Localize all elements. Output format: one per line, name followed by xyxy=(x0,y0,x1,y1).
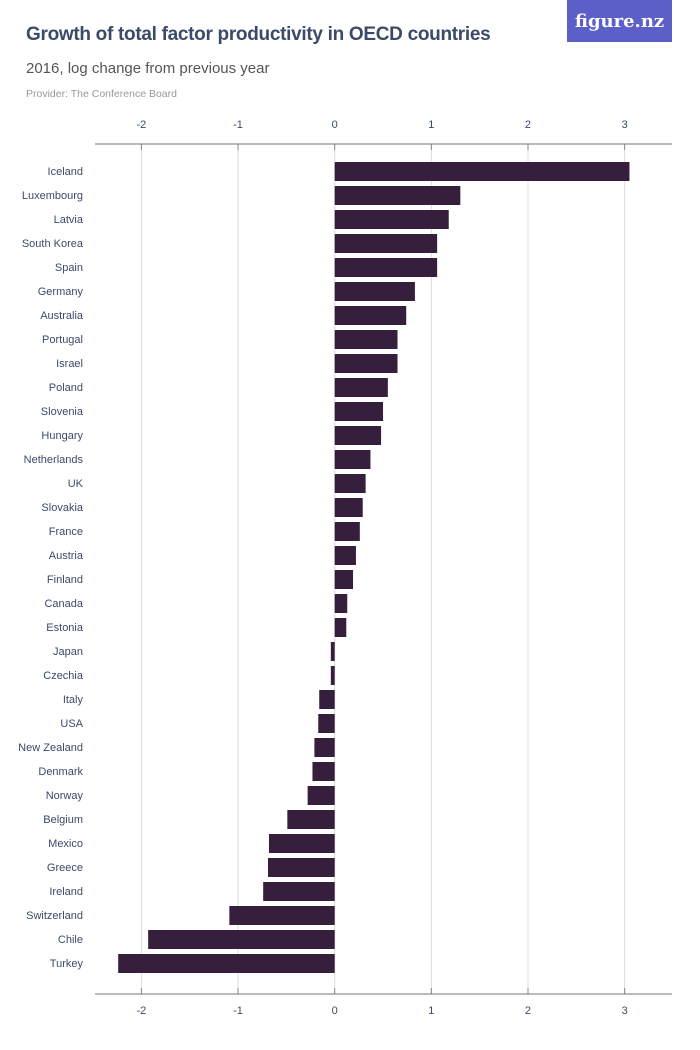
bar-iceland xyxy=(334,162,630,181)
x-tick-label-top: -1 xyxy=(233,119,243,131)
category-label: Japan xyxy=(53,646,83,658)
bar-denmark xyxy=(312,762,335,781)
category-label: Canada xyxy=(44,598,83,610)
category-label: UK xyxy=(68,478,84,490)
bar-belgium xyxy=(287,810,335,829)
category-label: Turkey xyxy=(50,958,84,970)
category-label: Ireland xyxy=(49,886,83,898)
bar-greece xyxy=(268,858,335,877)
category-label: Australia xyxy=(40,310,84,322)
category-label: Slovakia xyxy=(41,502,83,514)
x-tick-label-bottom: 2 xyxy=(525,1005,531,1017)
x-tick-label-bottom: 1 xyxy=(428,1005,434,1017)
category-label: South Korea xyxy=(22,238,84,250)
category-label: Belgium xyxy=(43,814,83,826)
bar-ireland xyxy=(263,882,335,901)
category-label: Israel xyxy=(56,358,83,370)
bar-new-zealand xyxy=(314,738,335,757)
bar-south-korea xyxy=(334,234,438,253)
bar-italy xyxy=(319,690,335,709)
category-label: Chile xyxy=(58,934,83,946)
bar-slovakia xyxy=(334,498,363,517)
bar-austria xyxy=(334,546,356,565)
category-label: Iceland xyxy=(48,166,83,178)
bar-uk xyxy=(334,474,366,493)
category-label: New Zealand xyxy=(18,742,83,754)
x-tick-label-bottom: -2 xyxy=(137,1005,147,1017)
category-label: Slovenia xyxy=(41,406,84,418)
bar-hungary xyxy=(334,426,382,445)
category-label: Portugal xyxy=(42,334,83,346)
x-tick-label-top: -2 xyxy=(137,119,147,131)
bar-netherlands xyxy=(334,450,371,469)
bar-chile xyxy=(148,930,335,949)
bar-finland xyxy=(334,570,354,589)
bar-turkey xyxy=(118,954,335,973)
provider-text: Provider: The Conference Board xyxy=(26,88,177,100)
bar-latvia xyxy=(334,210,449,229)
x-tick-label-top: 3 xyxy=(622,119,628,131)
category-label: Norway xyxy=(46,790,84,802)
chart-title: Growth of total factor productivity in O… xyxy=(26,24,491,45)
bar-spain xyxy=(334,258,438,277)
bar-czechia xyxy=(330,666,335,685)
bar-japan xyxy=(330,642,335,661)
bar-israel xyxy=(334,354,398,373)
x-tick-label-top: 1 xyxy=(428,119,434,131)
category-label: France xyxy=(49,526,83,538)
category-label: USA xyxy=(60,718,83,730)
bar-portugal xyxy=(334,330,398,349)
bar-norway xyxy=(307,786,335,805)
bar-mexico xyxy=(268,834,335,853)
bar-france xyxy=(334,522,360,541)
category-label: Germany xyxy=(38,286,84,298)
bar-luxembourg xyxy=(334,186,461,205)
category-label: Netherlands xyxy=(24,454,84,466)
bar-usa xyxy=(318,714,335,733)
category-label: Switzerland xyxy=(26,910,83,922)
category-label: Latvia xyxy=(54,214,84,226)
bar-canada xyxy=(334,594,348,613)
bar-switzerland xyxy=(229,906,335,925)
category-label: Austria xyxy=(49,550,84,562)
x-tick-label-bottom: 3 xyxy=(622,1005,628,1017)
category-label: Luxembourg xyxy=(22,190,83,202)
category-label: Denmark xyxy=(38,766,83,778)
category-label: Estonia xyxy=(46,622,84,634)
bar-poland xyxy=(334,378,388,397)
bar-germany xyxy=(334,282,415,301)
category-label: Mexico xyxy=(48,838,83,850)
category-label: Finland xyxy=(47,574,83,586)
x-tick-label-bottom: -1 xyxy=(233,1005,243,1017)
x-tick-label-top: 0 xyxy=(332,119,338,131)
figure-nz-logo[interactable]: figure.nz xyxy=(567,0,672,42)
category-label: Greece xyxy=(47,862,83,874)
category-label: Spain xyxy=(55,262,83,274)
x-tick-label-top: 2 xyxy=(525,119,531,131)
category-label: Hungary xyxy=(41,430,83,442)
bar-slovenia xyxy=(334,402,384,421)
category-label: Czechia xyxy=(43,670,84,682)
chart-subtitle: 2016, log change from previous year xyxy=(26,60,270,77)
bar-estonia xyxy=(334,618,347,637)
category-label: Italy xyxy=(63,694,84,706)
x-tick-label-bottom: 0 xyxy=(332,1005,338,1017)
category-label: Poland xyxy=(49,382,83,394)
bar-australia xyxy=(334,306,407,325)
